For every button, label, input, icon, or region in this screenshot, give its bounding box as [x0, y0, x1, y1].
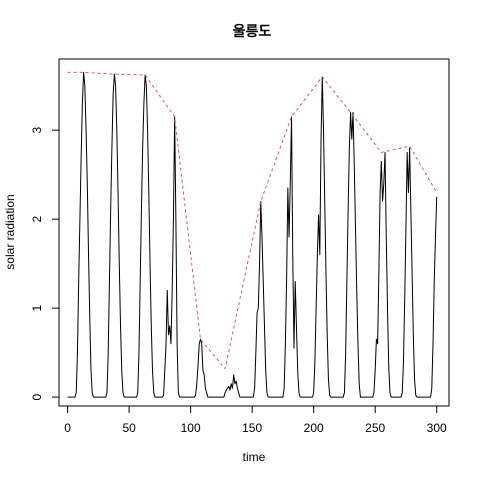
y-axis-label: solar radiation — [3, 194, 17, 269]
x-tick-label: 100 — [181, 421, 201, 435]
y-tick-label: 2 — [30, 215, 44, 222]
series-layer — [67, 71, 438, 398]
radiation-solid-line — [67, 71, 438, 398]
chart-title: 울릉도 — [233, 23, 272, 39]
y-tick-label: 3 — [30, 127, 44, 134]
y-tick-label: 1 — [30, 304, 44, 311]
x-tick-label: 150 — [242, 421, 262, 435]
y-tick-label: 0 — [30, 393, 44, 400]
x-tick-label: 50 — [122, 421, 136, 435]
x-tick-label: 200 — [304, 421, 324, 435]
x-axis: 0 50 100 150 200 250 300 — [64, 405, 447, 435]
envelope-dashed-line — [67, 71, 438, 370]
x-axis-label: time — [243, 450, 266, 464]
x-tick-label: 250 — [365, 421, 385, 435]
x-tick-label: 300 — [427, 421, 447, 435]
x-tick-label: 0 — [64, 421, 71, 435]
y-axis: 0 1 2 3 — [30, 127, 60, 400]
